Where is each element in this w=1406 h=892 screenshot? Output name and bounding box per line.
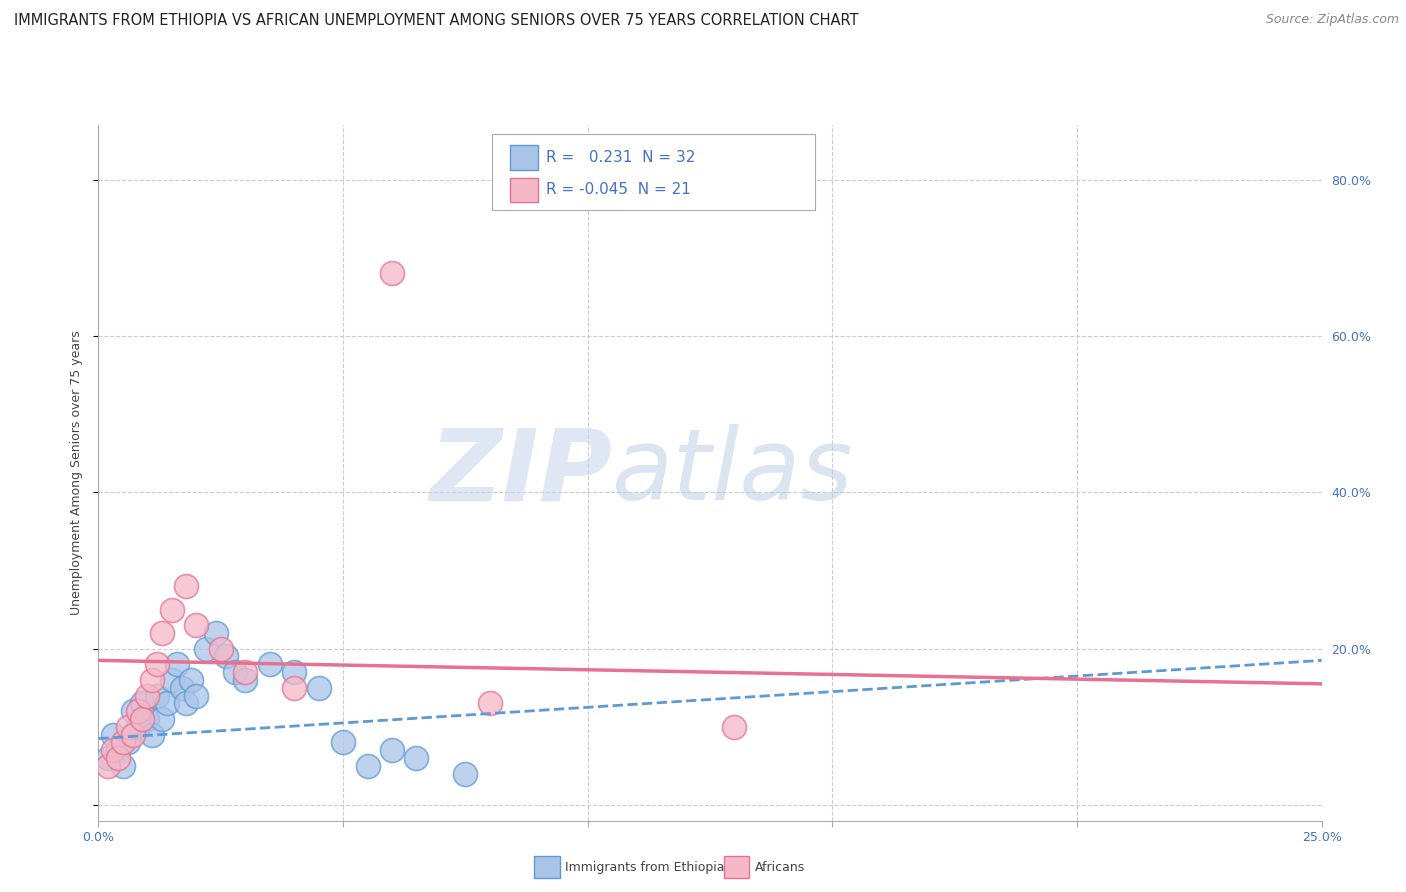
- Point: [176, 579, 198, 593]
- Point: [141, 673, 163, 687]
- Point: [156, 697, 179, 711]
- Text: IMMIGRANTS FROM ETHIOPIA VS AFRICAN UNEMPLOYMENT AMONG SENIORS OVER 75 YEARS COR: IMMIGRANTS FROM ETHIOPIA VS AFRICAN UNEM…: [14, 13, 859, 29]
- Point: [283, 681, 305, 695]
- Point: [224, 665, 246, 679]
- Text: R = -0.045  N = 21: R = -0.045 N = 21: [546, 183, 690, 197]
- Text: Immigrants from Ethiopia: Immigrants from Ethiopia: [565, 861, 724, 873]
- Point: [101, 728, 124, 742]
- Point: [107, 751, 129, 765]
- Point: [141, 728, 163, 742]
- Text: Source: ZipAtlas.com: Source: ZipAtlas.com: [1265, 13, 1399, 27]
- Point: [97, 751, 120, 765]
- Point: [214, 649, 236, 664]
- Point: [205, 626, 228, 640]
- Point: [308, 681, 330, 695]
- Point: [146, 657, 169, 672]
- Y-axis label: Unemployment Among Seniors over 75 years: Unemployment Among Seniors over 75 years: [70, 330, 83, 615]
- Point: [121, 728, 143, 742]
- Point: [127, 704, 149, 718]
- Point: [131, 697, 153, 711]
- Point: [454, 766, 477, 780]
- Text: R =   0.231  N = 32: R = 0.231 N = 32: [546, 151, 695, 165]
- Point: [127, 720, 149, 734]
- Point: [136, 712, 159, 726]
- Point: [136, 689, 159, 703]
- Point: [195, 641, 218, 656]
- Point: [186, 689, 208, 703]
- Point: [723, 720, 745, 734]
- Point: [186, 618, 208, 632]
- Point: [259, 657, 281, 672]
- Text: atlas: atlas: [612, 425, 853, 521]
- Point: [146, 689, 169, 703]
- Point: [160, 602, 183, 616]
- Point: [111, 735, 134, 749]
- Point: [166, 657, 188, 672]
- Text: ZIP: ZIP: [429, 425, 612, 521]
- Point: [111, 759, 134, 773]
- Point: [150, 712, 173, 726]
- Point: [233, 673, 256, 687]
- Point: [107, 743, 129, 757]
- Point: [381, 743, 404, 757]
- Point: [233, 665, 256, 679]
- Point: [478, 697, 501, 711]
- Point: [117, 720, 139, 734]
- Point: [176, 697, 198, 711]
- Point: [131, 712, 153, 726]
- Point: [381, 267, 404, 281]
- Point: [283, 665, 305, 679]
- Text: Africans: Africans: [755, 861, 806, 873]
- Point: [160, 673, 183, 687]
- Point: [209, 641, 232, 656]
- Point: [117, 735, 139, 749]
- Point: [332, 735, 354, 749]
- Point: [121, 704, 143, 718]
- Point: [405, 751, 427, 765]
- Point: [101, 743, 124, 757]
- Point: [356, 759, 378, 773]
- Point: [180, 673, 202, 687]
- Point: [97, 759, 120, 773]
- Point: [150, 626, 173, 640]
- Point: [170, 681, 193, 695]
